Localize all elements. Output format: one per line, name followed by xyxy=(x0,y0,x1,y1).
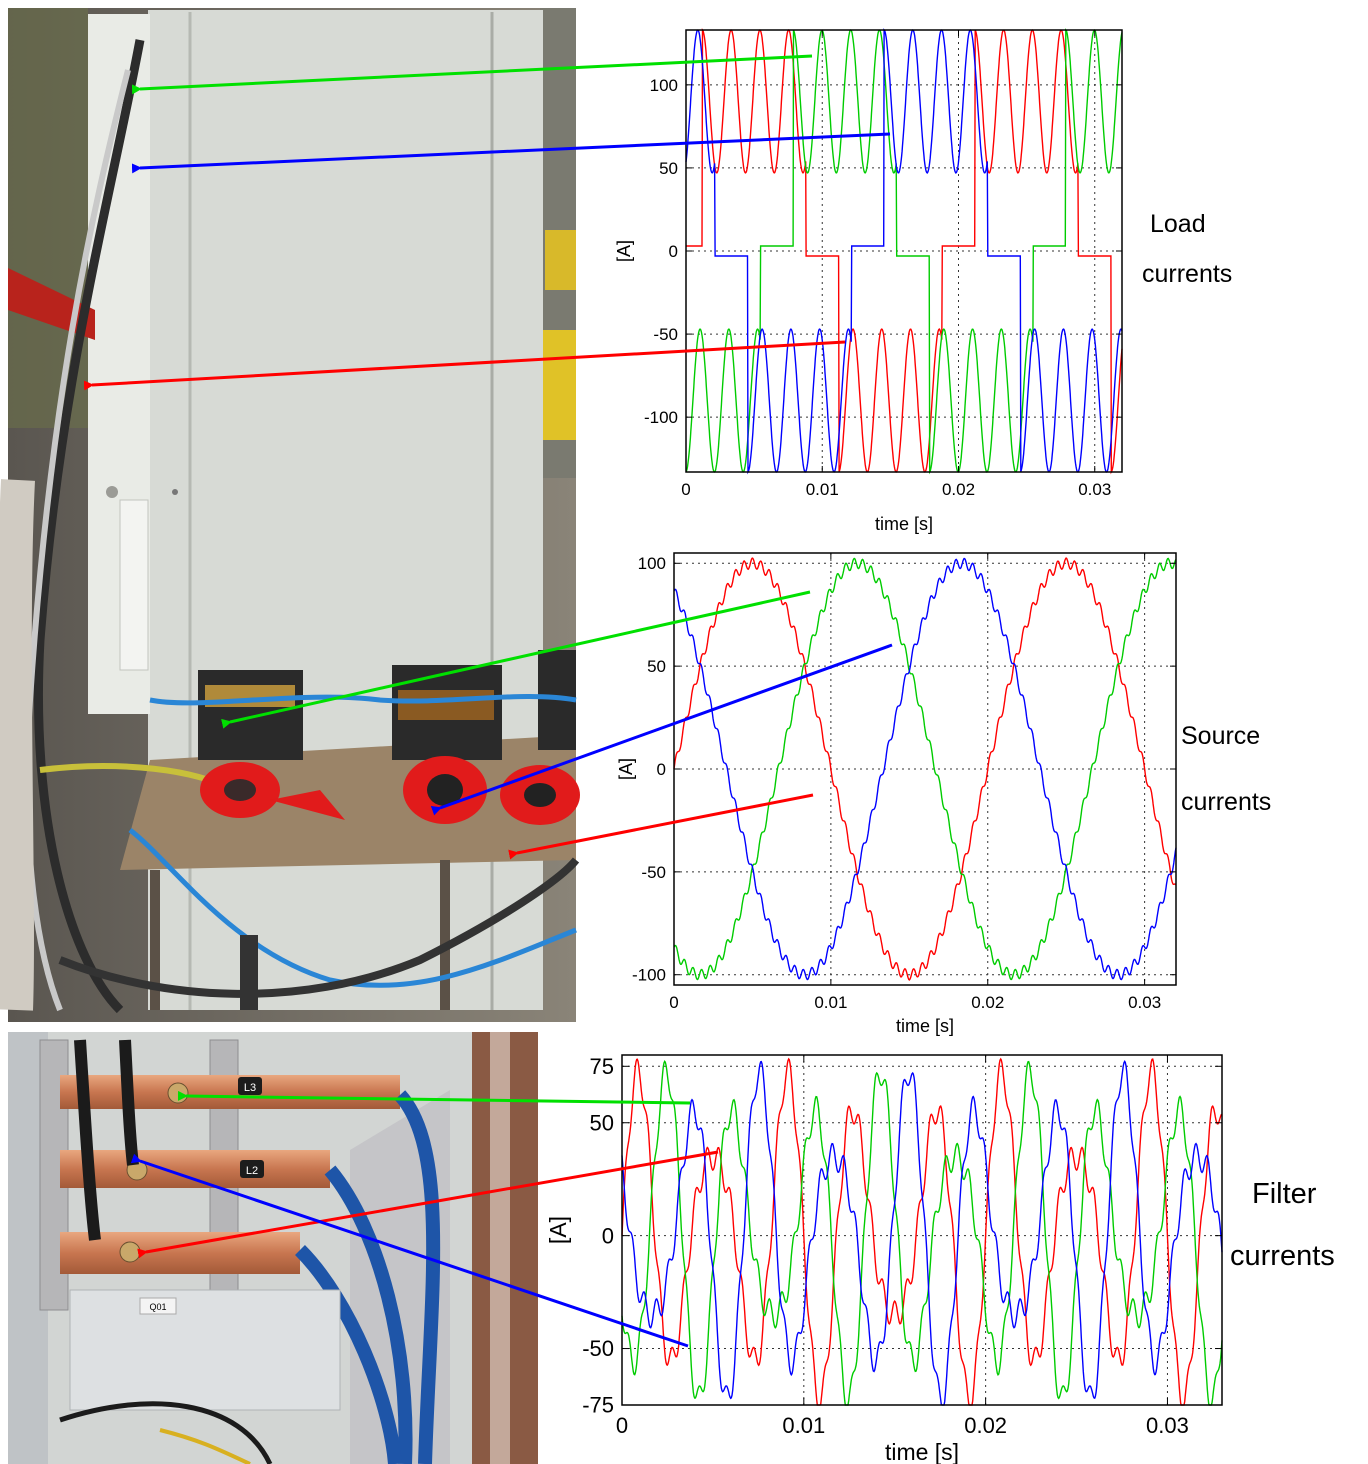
x-tick-label: 0 xyxy=(616,1413,628,1438)
filter-label-line2: currents xyxy=(1230,1240,1335,1272)
arrow-filter-blue xyxy=(130,1153,689,1348)
arrow-filter-green xyxy=(177,1090,691,1105)
source-label-line1: Source xyxy=(1181,722,1261,750)
arrow-source-red xyxy=(508,793,814,860)
y-tick-label: 50 xyxy=(590,1110,614,1135)
plot-frame xyxy=(621,1054,1223,1406)
series-line-0 xyxy=(686,28,1123,475)
busbar-tag-q01: Q01 xyxy=(149,1302,166,1312)
y-tick-label: -100 xyxy=(644,408,678,427)
y-tick-label: 75 xyxy=(590,1054,614,1079)
x-tick-label: 0.02 xyxy=(964,1413,1007,1438)
source-currents-chart: 0 0.01 0.02 0.03 -100 -50 0 50 100 time [s] [A] xyxy=(616,552,1177,1036)
y-tick-label: -50 xyxy=(641,863,666,882)
series-line-0 xyxy=(673,557,1177,981)
load-label-line2: currents xyxy=(1142,260,1233,288)
x-tick-label: 0.02 xyxy=(942,480,975,499)
arrow-source-green xyxy=(221,590,811,729)
x-axis-label: time [s] xyxy=(875,514,933,534)
x-axis-label: time [s] xyxy=(896,1016,954,1036)
source-label-line2: currents xyxy=(1181,788,1272,816)
x-tick-label: 0 xyxy=(669,993,678,1012)
y-tick-label: 0 xyxy=(602,1223,614,1248)
plot-area xyxy=(674,553,1176,985)
cabinet-photo xyxy=(0,8,580,1022)
arrow-filter-red xyxy=(137,1150,719,1259)
y-tick-label: -100 xyxy=(632,966,666,985)
y-tick-label: -50 xyxy=(653,325,678,344)
x-tick-label: 0.03 xyxy=(1146,1413,1189,1438)
y-tick-label: -50 xyxy=(582,1336,614,1361)
series-line-1 xyxy=(621,1060,1223,1406)
busbar-tag-l2: L2 xyxy=(246,1165,258,1177)
y-tick-label: 100 xyxy=(650,76,678,95)
x-tick-label: 0.03 xyxy=(1128,993,1161,1012)
y-tick-label: 0 xyxy=(669,242,678,261)
series-line-1 xyxy=(673,557,1177,981)
busbar-photo: L3 L2 Q01 xyxy=(8,1032,538,1464)
series-line-2 xyxy=(673,557,1177,981)
series-line-2 xyxy=(621,1060,1223,1406)
x-tick-label: 0.03 xyxy=(1078,480,1111,499)
plot-area xyxy=(622,1055,1222,1405)
load-currents-chart: 0 0.01 0.02 0.03 -100 -50 0 50 100 time [s] [A] xyxy=(614,28,1123,534)
y-tick-label: 50 xyxy=(647,657,666,676)
series-line-1 xyxy=(685,28,1123,475)
x-tick-label: 0.01 xyxy=(782,1413,825,1438)
y-tick-label: 0 xyxy=(657,760,666,779)
y-axis-label: [A] xyxy=(616,758,636,780)
arrow-load-blue xyxy=(131,132,891,174)
x-tick-label: 0.01 xyxy=(814,993,847,1012)
busbar-tag-l3: L3 xyxy=(244,1082,256,1094)
x-tick-label: 0 xyxy=(681,480,690,499)
x-axis-label: time [s] xyxy=(885,1439,959,1464)
filter-currents-chart: 0 0.01 0.02 0.03 -75 -50 0 50 75 time [s] [A] xyxy=(545,1054,1223,1464)
load-label-line1: Load xyxy=(1150,210,1206,238)
y-axis-label: [A] xyxy=(545,1216,571,1244)
y-tick-label: -75 xyxy=(582,1393,614,1418)
arrow-load-green xyxy=(131,54,813,95)
y-axis-label: [A] xyxy=(614,240,634,262)
arrow-source-blue xyxy=(430,643,893,816)
arrow-load-red xyxy=(83,340,846,391)
x-tick-label: 0.02 xyxy=(971,993,1004,1012)
y-tick-label: 100 xyxy=(638,554,666,573)
x-tick-label: 0.01 xyxy=(806,480,839,499)
phase-arrows xyxy=(83,54,893,1348)
y-tick-label: 50 xyxy=(659,159,678,178)
filter-label-line1: Filter xyxy=(1252,1178,1317,1210)
